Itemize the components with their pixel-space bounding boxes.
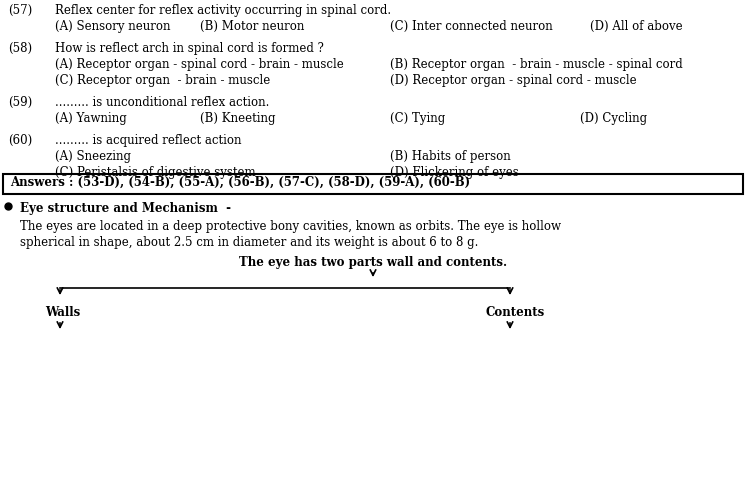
Text: (D) Flickering of eyes: (D) Flickering of eyes <box>390 166 518 179</box>
Text: (C) Inter connected neuron: (C) Inter connected neuron <box>390 20 553 33</box>
Text: (B) Habits of person: (B) Habits of person <box>390 150 511 163</box>
Text: (B) Receptor organ  - brain - muscle - spinal cord: (B) Receptor organ - brain - muscle - sp… <box>390 58 683 71</box>
Text: (B) Kneeting: (B) Kneeting <box>200 112 276 125</box>
Text: ......... is acquired reflect action: ......... is acquired reflect action <box>55 134 241 147</box>
Text: How is reflect arch in spinal cord is formed ?: How is reflect arch in spinal cord is fo… <box>55 42 324 55</box>
Text: (D) Receptor organ - spinal cord - muscle: (D) Receptor organ - spinal cord - muscl… <box>390 74 636 87</box>
Text: (A) Sneezing: (A) Sneezing <box>55 150 131 163</box>
Text: Walls: Walls <box>45 306 80 319</box>
Text: The eyes are located in a deep protective bony cavities, known as orbits. The ey: The eyes are located in a deep protectiv… <box>20 220 561 233</box>
Text: (D) All of above: (D) All of above <box>590 20 683 33</box>
Text: ......... is unconditional reflex action.: ......... is unconditional reflex action… <box>55 96 270 109</box>
Text: spherical in shape, about 2.5 cm in diameter and its weight is about 6 to 8 g.: spherical in shape, about 2.5 cm in diam… <box>20 236 478 249</box>
Text: (59): (59) <box>8 96 32 109</box>
Text: (C) Peristalsis of digestive system: (C) Peristalsis of digestive system <box>55 166 255 179</box>
Text: Eye structure and Mechanism  -: Eye structure and Mechanism - <box>20 202 231 215</box>
Bar <box>3 174 743 194</box>
Text: (C) Tying: (C) Tying <box>390 112 445 125</box>
Text: (C) Receptor organ  - brain - muscle: (C) Receptor organ - brain - muscle <box>55 74 270 87</box>
Text: Contents: Contents <box>485 306 545 319</box>
Text: Reflex center for reflex activity occurring in spinal cord.: Reflex center for reflex activity occurr… <box>55 4 391 17</box>
Text: (A) Receptor organ - spinal cord - brain - muscle: (A) Receptor organ - spinal cord - brain… <box>55 58 344 71</box>
Text: (57): (57) <box>8 4 32 17</box>
Text: (A) Sensory neuron: (A) Sensory neuron <box>55 20 170 33</box>
Text: (60): (60) <box>8 134 32 147</box>
Text: The eye has two parts wall and contents.: The eye has two parts wall and contents. <box>239 256 507 269</box>
Text: (D) Cycling: (D) Cycling <box>580 112 647 125</box>
Text: (B) Motor neuron: (B) Motor neuron <box>200 20 304 33</box>
Text: (58): (58) <box>8 42 32 55</box>
Text: Answers : (53-D), (54-B), (55-A), (56-B), (57-C), (58-D), (59-A), (60-B): Answers : (53-D), (54-B), (55-A), (56-B)… <box>10 176 470 189</box>
Text: (A) Yawning: (A) Yawning <box>55 112 127 125</box>
